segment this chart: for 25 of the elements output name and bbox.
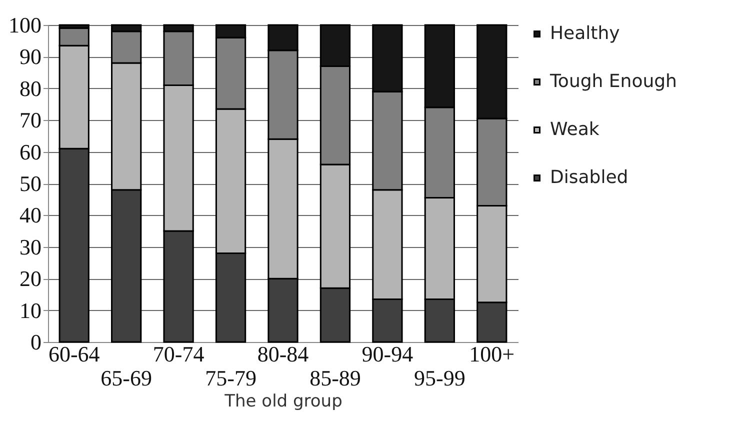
x-axis-title: The old group bbox=[224, 392, 342, 412]
x-tick-label: 90-94 bbox=[362, 342, 414, 366]
x-tick-label: 85-89 bbox=[310, 366, 361, 390]
y-tick-label: 100 bbox=[8, 12, 42, 38]
y-tick-label: 20 bbox=[20, 266, 42, 292]
y-tick-label: 50 bbox=[20, 171, 42, 196]
legend-label: Weak bbox=[550, 119, 600, 140]
x-tick-label: 70-74 bbox=[152, 342, 204, 366]
y-tick-label: 70 bbox=[20, 108, 42, 133]
x-tick-label: 95-99 bbox=[414, 366, 466, 390]
x-tick-label: 80-84 bbox=[257, 342, 309, 366]
legend-label: Disabled bbox=[550, 167, 628, 188]
y-tick-label: 60 bbox=[20, 139, 42, 164]
legend-label: Tough Enough bbox=[549, 71, 677, 92]
y-tick-label: 80 bbox=[20, 76, 42, 101]
legend-label: Healthy bbox=[550, 23, 620, 44]
y-tick-label: 10 bbox=[20, 298, 42, 323]
y-tick-label: 40 bbox=[20, 202, 42, 228]
y-tick-label: 0 bbox=[30, 330, 42, 354]
x-tick-label: 60-64 bbox=[48, 342, 100, 366]
x-tick-label: 100+ bbox=[469, 342, 515, 366]
x-tick-label: 65-69 bbox=[100, 366, 152, 390]
y-tick-label: 90 bbox=[20, 44, 42, 70]
x-tick-label: 75-79 bbox=[205, 366, 256, 390]
y-tick-label: 30 bbox=[20, 234, 42, 260]
